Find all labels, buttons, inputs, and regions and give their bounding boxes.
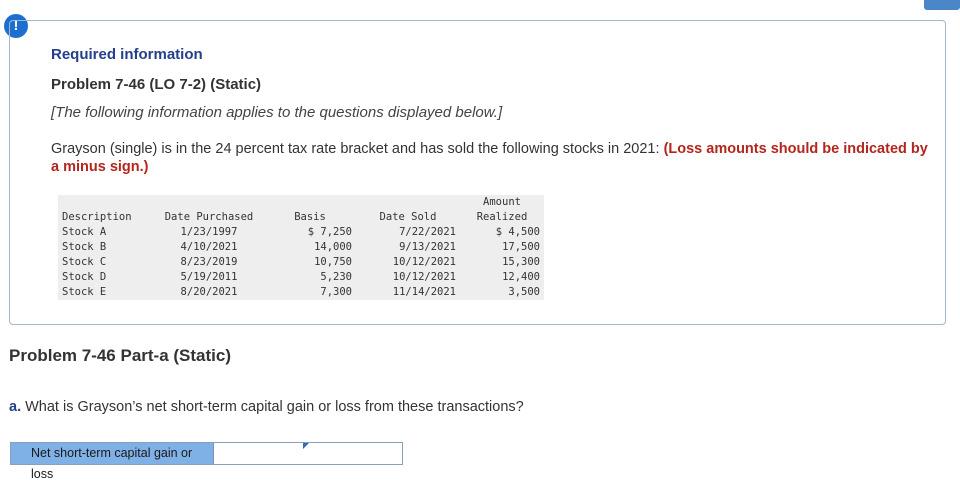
cell-date-purchased: 4/10/2021 [180,241,238,253]
cell-date-purchased: 5/19/2011 [180,271,238,283]
cell-date-sold: 11/14/2021 [392,286,456,298]
intro-text: Grayson (single) is in the 24 percent ta… [51,141,664,157]
cell-amount-realized: $ 4,500 [495,226,540,238]
info-note: [The following information applies to th… [51,104,503,121]
cell-amount-realized: 15,300 [502,256,540,268]
header-amount-line1: Amount [483,196,521,208]
cell-date-purchased: 8/23/2019 [180,256,238,268]
cell-description: Stock E [62,286,107,298]
cell-date-sold: 10/12/2021 [392,256,456,268]
question-text: a. What is Grayson’s net short-term capi… [9,399,524,415]
header-description: Description [62,211,132,223]
question-body: What is Grayson’s net short-term capital… [21,399,524,415]
question-letter: a. [9,399,22,415]
corner-tab[interactable] [924,0,960,10]
table-row: Stock D 5/19/2011 5,230 10/12/2021 12,40… [58,270,544,285]
header-basis: Basis [294,211,326,223]
cell-description: Stock C [62,256,107,268]
answer-row: Net short-term capital gain or loss [10,442,403,481]
table-row: Stock B 4/10/2021 14,000 9/13/2021 17,50… [58,240,544,255]
cell-basis: 7,300 [320,286,352,298]
input-corner-marker [303,443,309,449]
table-row: Stock A 1/23/1997 $ 7,250 7/22/2021 $ 4,… [58,225,544,240]
table-header-row: Description Date Purchased Basis Date So… [58,195,544,225]
required-info-label: Required information [51,46,203,63]
alert-icon: ! [4,14,28,38]
part-title: Problem 7-46 Part-a (Static) [9,346,232,365]
cell-date-purchased: 1/23/1997 [180,226,238,238]
cell-amount-realized: 12,400 [502,271,540,283]
cell-amount-realized: 3,500 [508,286,540,298]
cell-description: Stock B [62,241,107,253]
stock-sales-table: Description Date Purchased Basis Date So… [58,195,544,300]
net-short-term-gain-input[interactable] [214,443,402,464]
answer-label: Net short-term capital gain or loss [11,443,214,481]
cell-date-sold: 7/22/2021 [399,226,456,238]
table-row: Stock E 8/20/2021 7,300 11/14/2021 3,500 [58,285,544,300]
cell-description: Stock D [62,271,107,283]
cell-date-sold: 10/12/2021 [392,271,456,283]
header-amount-realized: Amount Realized [460,195,544,225]
cell-description: Stock A [62,226,107,238]
header-amount-line2: Realized [476,211,528,223]
cell-basis: 5,230 [320,271,352,283]
cell-basis: $ 7,250 [307,226,352,238]
header-date-purchased: Date Purchased [164,211,254,223]
problem-title: Problem 7-46 (LO 7-2) (Static) [51,76,262,93]
cell-date-purchased: 8/20/2021 [180,286,238,298]
cell-basis: 10,750 [314,256,352,268]
loss-warning: (Loss amounts should be indicated by a m… [51,141,928,175]
table-row: Stock C 8/23/2019 10,750 10/12/2021 15,3… [58,255,544,270]
cell-basis: 14,000 [314,241,352,253]
intro-paragraph: Grayson (single) is in the 24 percent ta… [51,140,931,176]
header-date-sold: Date Sold [379,211,437,223]
required-info-panel [9,20,946,325]
cell-date-sold: 9/13/2021 [399,241,456,253]
cell-amount-realized: 17,500 [502,241,540,253]
